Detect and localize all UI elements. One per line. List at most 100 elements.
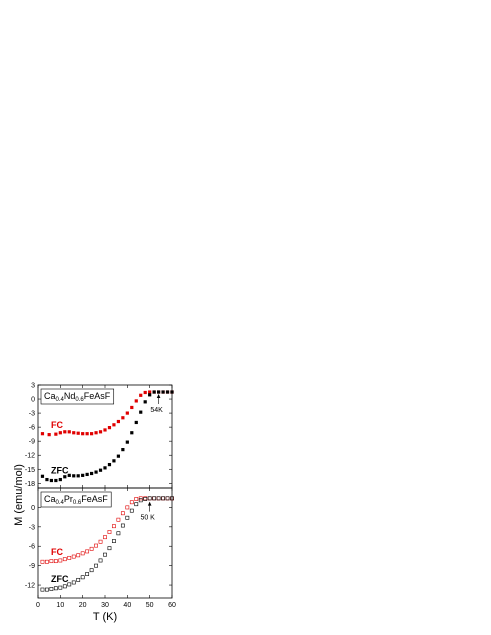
bottom-fc-point: [67, 555, 72, 560]
top-fc-point: [47, 433, 51, 437]
x-axis-label: T (K): [93, 611, 117, 623]
bottom-zfc-point: [85, 572, 90, 576]
bottom-fc-point: [98, 539, 103, 544]
bottom-zfc-point: [112, 539, 116, 543]
bottom-zfc-point: [116, 531, 121, 536]
top-zfc-point: [67, 473, 71, 477]
bottom-annotation-arrowhead: [147, 501, 152, 506]
top-annotation-label: 54K: [150, 407, 163, 414]
bottom-zfc-point: [161, 496, 165, 501]
bottom-fc-point: [103, 535, 107, 540]
bottom-y-tick-label: -6: [29, 544, 35, 551]
top-zfc-point: [45, 477, 49, 482]
top-fc-point: [107, 426, 112, 430]
bottom-label-fc: FC: [51, 547, 63, 557]
bottom-legend-text: Ca0.4Pr0.6FeAsF: [44, 494, 108, 506]
bottom-fc-point: [116, 517, 121, 522]
top-zfc-point: [152, 390, 156, 394]
top-zfc-point: [54, 478, 58, 483]
bottom-x-tick-label: 0: [36, 602, 40, 609]
top-zfc-point: [125, 440, 129, 444]
bottom-zfc-point: [40, 587, 45, 592]
bottom-zfc-point: [89, 568, 94, 573]
bottom-fc-point: [112, 524, 116, 529]
top-y-tick-label: -3: [29, 411, 35, 418]
top-zfc-point: [81, 473, 85, 477]
bottom-x-tick-label: 10: [56, 602, 64, 609]
top-zfc-point: [112, 459, 116, 463]
bottom-fc-point: [152, 496, 157, 501]
y-axis-label: M (emu/mol): [13, 464, 25, 526]
bottom-fc-point: [62, 557, 67, 562]
top-y-tick-label: 0: [31, 397, 35, 404]
bottom-zfc-point: [170, 496, 174, 501]
bottom-x-tick-label: 20: [79, 602, 87, 609]
bottom-annotation-label: 50 K: [140, 515, 155, 522]
top-fc-point: [98, 430, 103, 434]
bottom-fc-point: [45, 559, 49, 564]
bottom-zfc-point: [94, 563, 98, 568]
top-fc-point: [81, 432, 85, 436]
bottom-zfc-point: [165, 496, 170, 501]
bottom-zfc-point: [120, 523, 125, 528]
top-fc-point: [85, 432, 89, 436]
bottom-zfc-point: [107, 546, 112, 551]
bottom-zfc-point: [98, 558, 103, 563]
top-zfc-point: [49, 478, 53, 483]
top-series-zfc: [40, 390, 174, 483]
top-zfc-point: [121, 448, 125, 452]
top-legend: Ca0.4Nd0.6FeAsF: [40, 388, 115, 405]
top-legend-box: [40, 388, 115, 405]
bottom-zfc-point: [49, 587, 54, 591]
bottom-fc-point: [134, 497, 139, 501]
top-fc-point: [125, 411, 129, 415]
top-zfc-point: [130, 431, 134, 435]
top-label-zfc: ZFC: [51, 466, 69, 476]
bottom-fc-point: [161, 496, 165, 501]
bottom-fc-point: [49, 559, 54, 564]
bottom-fc-point: [129, 500, 134, 505]
bottom-fc-point: [125, 505, 130, 510]
bottom-fc-point: [58, 558, 63, 563]
bottom-fc-point: [165, 496, 170, 501]
top-fc-point: [148, 390, 152, 394]
top-zfc-point: [72, 474, 76, 478]
top-fc-point: [76, 431, 80, 435]
bottom-zfc-point: [58, 585, 63, 590]
bottom-fc-point: [53, 559, 58, 564]
bottom-zfc-point: [125, 515, 130, 520]
top-zfc-point: [76, 474, 80, 478]
top-fc-point: [112, 423, 116, 427]
top-panel: 3 0 -3 -6 -9 -12 -15 -18 Ca0.4Nd0.6FeAsF FC ZFC 54K: [25, 383, 174, 489]
bottom-zfc-point: [129, 508, 134, 513]
bottom-x-tick-label: 30: [101, 602, 109, 609]
bottom-legend: Ca0.4Pr0.6FeAsF: [40, 491, 112, 508]
bottom-y-tick-label: -12: [25, 583, 35, 590]
bottom-series-zfc: [40, 496, 174, 592]
top-zfc-point: [143, 400, 147, 404]
top-zfc-point: [85, 472, 89, 477]
top-zfc-point: [139, 410, 143, 414]
bottom-fc-point: [40, 559, 45, 564]
bottom-x-tick-label: 60: [168, 602, 176, 609]
top-zfc-point: [103, 466, 107, 470]
top-zfc-point: [148, 393, 152, 397]
bottom-fc-point: [89, 546, 94, 551]
top-fc-point: [90, 432, 94, 436]
bottom-zfc-point: [143, 497, 148, 501]
bottom-zfc-point: [138, 498, 143, 503]
top-zfc-point: [165, 390, 170, 394]
top-fc-point: [139, 393, 143, 397]
bottom-zfc-point: [134, 502, 139, 507]
top-fc-point: [58, 431, 62, 435]
top-zfc-point: [63, 475, 67, 479]
top-fc-point: [54, 432, 58, 436]
top-zfc-point: [98, 468, 103, 472]
top-y-tick-label: -6: [29, 425, 35, 432]
bottom-fc-point: [107, 530, 112, 534]
top-y-tick-label: -9: [29, 439, 35, 446]
bottom-fc-point: [80, 551, 85, 556]
top-zfc-point: [107, 462, 112, 467]
bottom-zfc-point: [103, 552, 107, 557]
